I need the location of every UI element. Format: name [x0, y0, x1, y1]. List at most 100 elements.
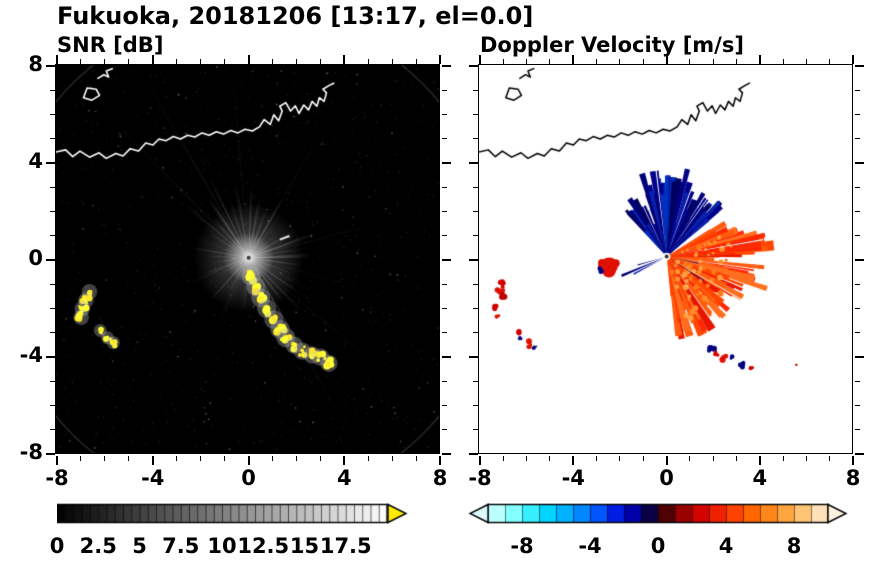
minor-tick [855, 405, 860, 406]
minor-tick [829, 456, 831, 461]
y-tick-label: -4 [19, 343, 43, 367]
minor-tick [271, 59, 273, 64]
major-tick [247, 55, 250, 64]
major-tick [852, 456, 854, 465]
major-tick [758, 55, 761, 64]
minor-tick [367, 456, 369, 461]
snr-map-frame [55, 64, 441, 455]
minor-tick [805, 59, 807, 64]
velocity-map-frame [478, 64, 854, 455]
minor-tick [319, 456, 321, 461]
major-tick [852, 55, 854, 64]
velocity-colorbar [468, 503, 848, 524]
minor-tick [502, 456, 504, 461]
minor-tick [319, 59, 321, 64]
minor-tick [855, 138, 860, 140]
velocity-panel-title: Doppler Velocity [m/s] [480, 33, 744, 57]
major-tick [442, 162, 451, 164]
major-tick [343, 55, 346, 64]
minor-tick [442, 429, 447, 431]
minor-tick [596, 456, 598, 461]
minor-tick [712, 456, 714, 461]
minor-tick [829, 59, 831, 64]
minor-tick [200, 59, 202, 64]
major-tick [247, 456, 250, 465]
minor-tick [295, 59, 297, 64]
minor-tick [442, 211, 447, 212]
minor-tick [855, 211, 860, 212]
minor-tick [442, 283, 447, 285]
minor-tick [295, 456, 297, 461]
minor-tick [415, 59, 417, 64]
major-tick [151, 55, 154, 64]
minor-tick [473, 283, 478, 285]
minor-tick [855, 429, 860, 431]
minor-tick [80, 456, 82, 461]
colorbar-tick-label: 4 [718, 534, 734, 558]
major-tick [479, 456, 481, 465]
minor-tick [473, 211, 478, 212]
colorbar-tick-label: 8 [786, 534, 802, 558]
x-tick-label: 4 [336, 466, 352, 490]
major-tick [46, 162, 55, 164]
x-tick-label: -4 [561, 466, 585, 490]
minor-tick [855, 186, 860, 188]
minor-tick [442, 89, 447, 91]
major-tick [56, 456, 58, 465]
colorbar-tick-label: -4 [578, 534, 602, 558]
minor-tick [391, 59, 393, 64]
minor-tick [442, 332, 447, 334]
y-tick-label: 0 [28, 246, 43, 270]
y-tick-label: 4 [28, 149, 43, 173]
minor-tick [473, 186, 478, 188]
minor-tick [619, 59, 621, 64]
minor-tick [442, 186, 447, 188]
colorbar-tick-label: 12.5 [237, 534, 290, 558]
minor-tick [442, 380, 447, 382]
major-tick [855, 162, 864, 164]
major-tick [469, 259, 478, 261]
minor-tick [855, 380, 860, 382]
major-tick [442, 356, 451, 358]
minor-tick [855, 308, 860, 309]
minor-tick [855, 89, 860, 91]
minor-tick [50, 283, 55, 285]
minor-tick [735, 456, 737, 461]
major-tick [469, 162, 478, 164]
colorbar-tick-label: 7.5 [162, 534, 200, 558]
major-tick [46, 356, 55, 358]
major-tick [442, 65, 451, 67]
minor-tick [619, 456, 621, 461]
y-tick-label: 8 [28, 52, 43, 76]
minor-tick [50, 380, 55, 382]
minor-tick [442, 235, 447, 237]
minor-tick [50, 186, 55, 188]
minor-tick [50, 138, 55, 140]
minor-tick [596, 59, 598, 64]
minor-tick [200, 456, 202, 461]
x-tick-label: 8 [432, 466, 448, 490]
major-tick [469, 65, 478, 67]
major-tick [855, 356, 864, 358]
minor-tick [782, 59, 784, 64]
colorbar-tick-label: 5 [132, 534, 147, 558]
major-tick [46, 259, 55, 261]
minor-tick [104, 59, 106, 64]
snr-radar-image [56, 65, 440, 454]
minor-tick [224, 456, 226, 461]
major-tick [343, 456, 346, 465]
minor-tick [526, 456, 528, 461]
minor-tick [526, 59, 528, 64]
major-tick [442, 453, 451, 455]
minor-tick [128, 456, 130, 461]
minor-tick [549, 59, 551, 64]
minor-tick [642, 59, 644, 64]
minor-tick [855, 332, 860, 334]
major-tick [442, 259, 451, 261]
minor-tick [473, 138, 478, 140]
minor-tick [50, 308, 55, 309]
minor-tick [50, 114, 55, 115]
minor-tick [735, 59, 737, 64]
minor-tick [367, 59, 369, 64]
minor-tick [224, 59, 226, 64]
